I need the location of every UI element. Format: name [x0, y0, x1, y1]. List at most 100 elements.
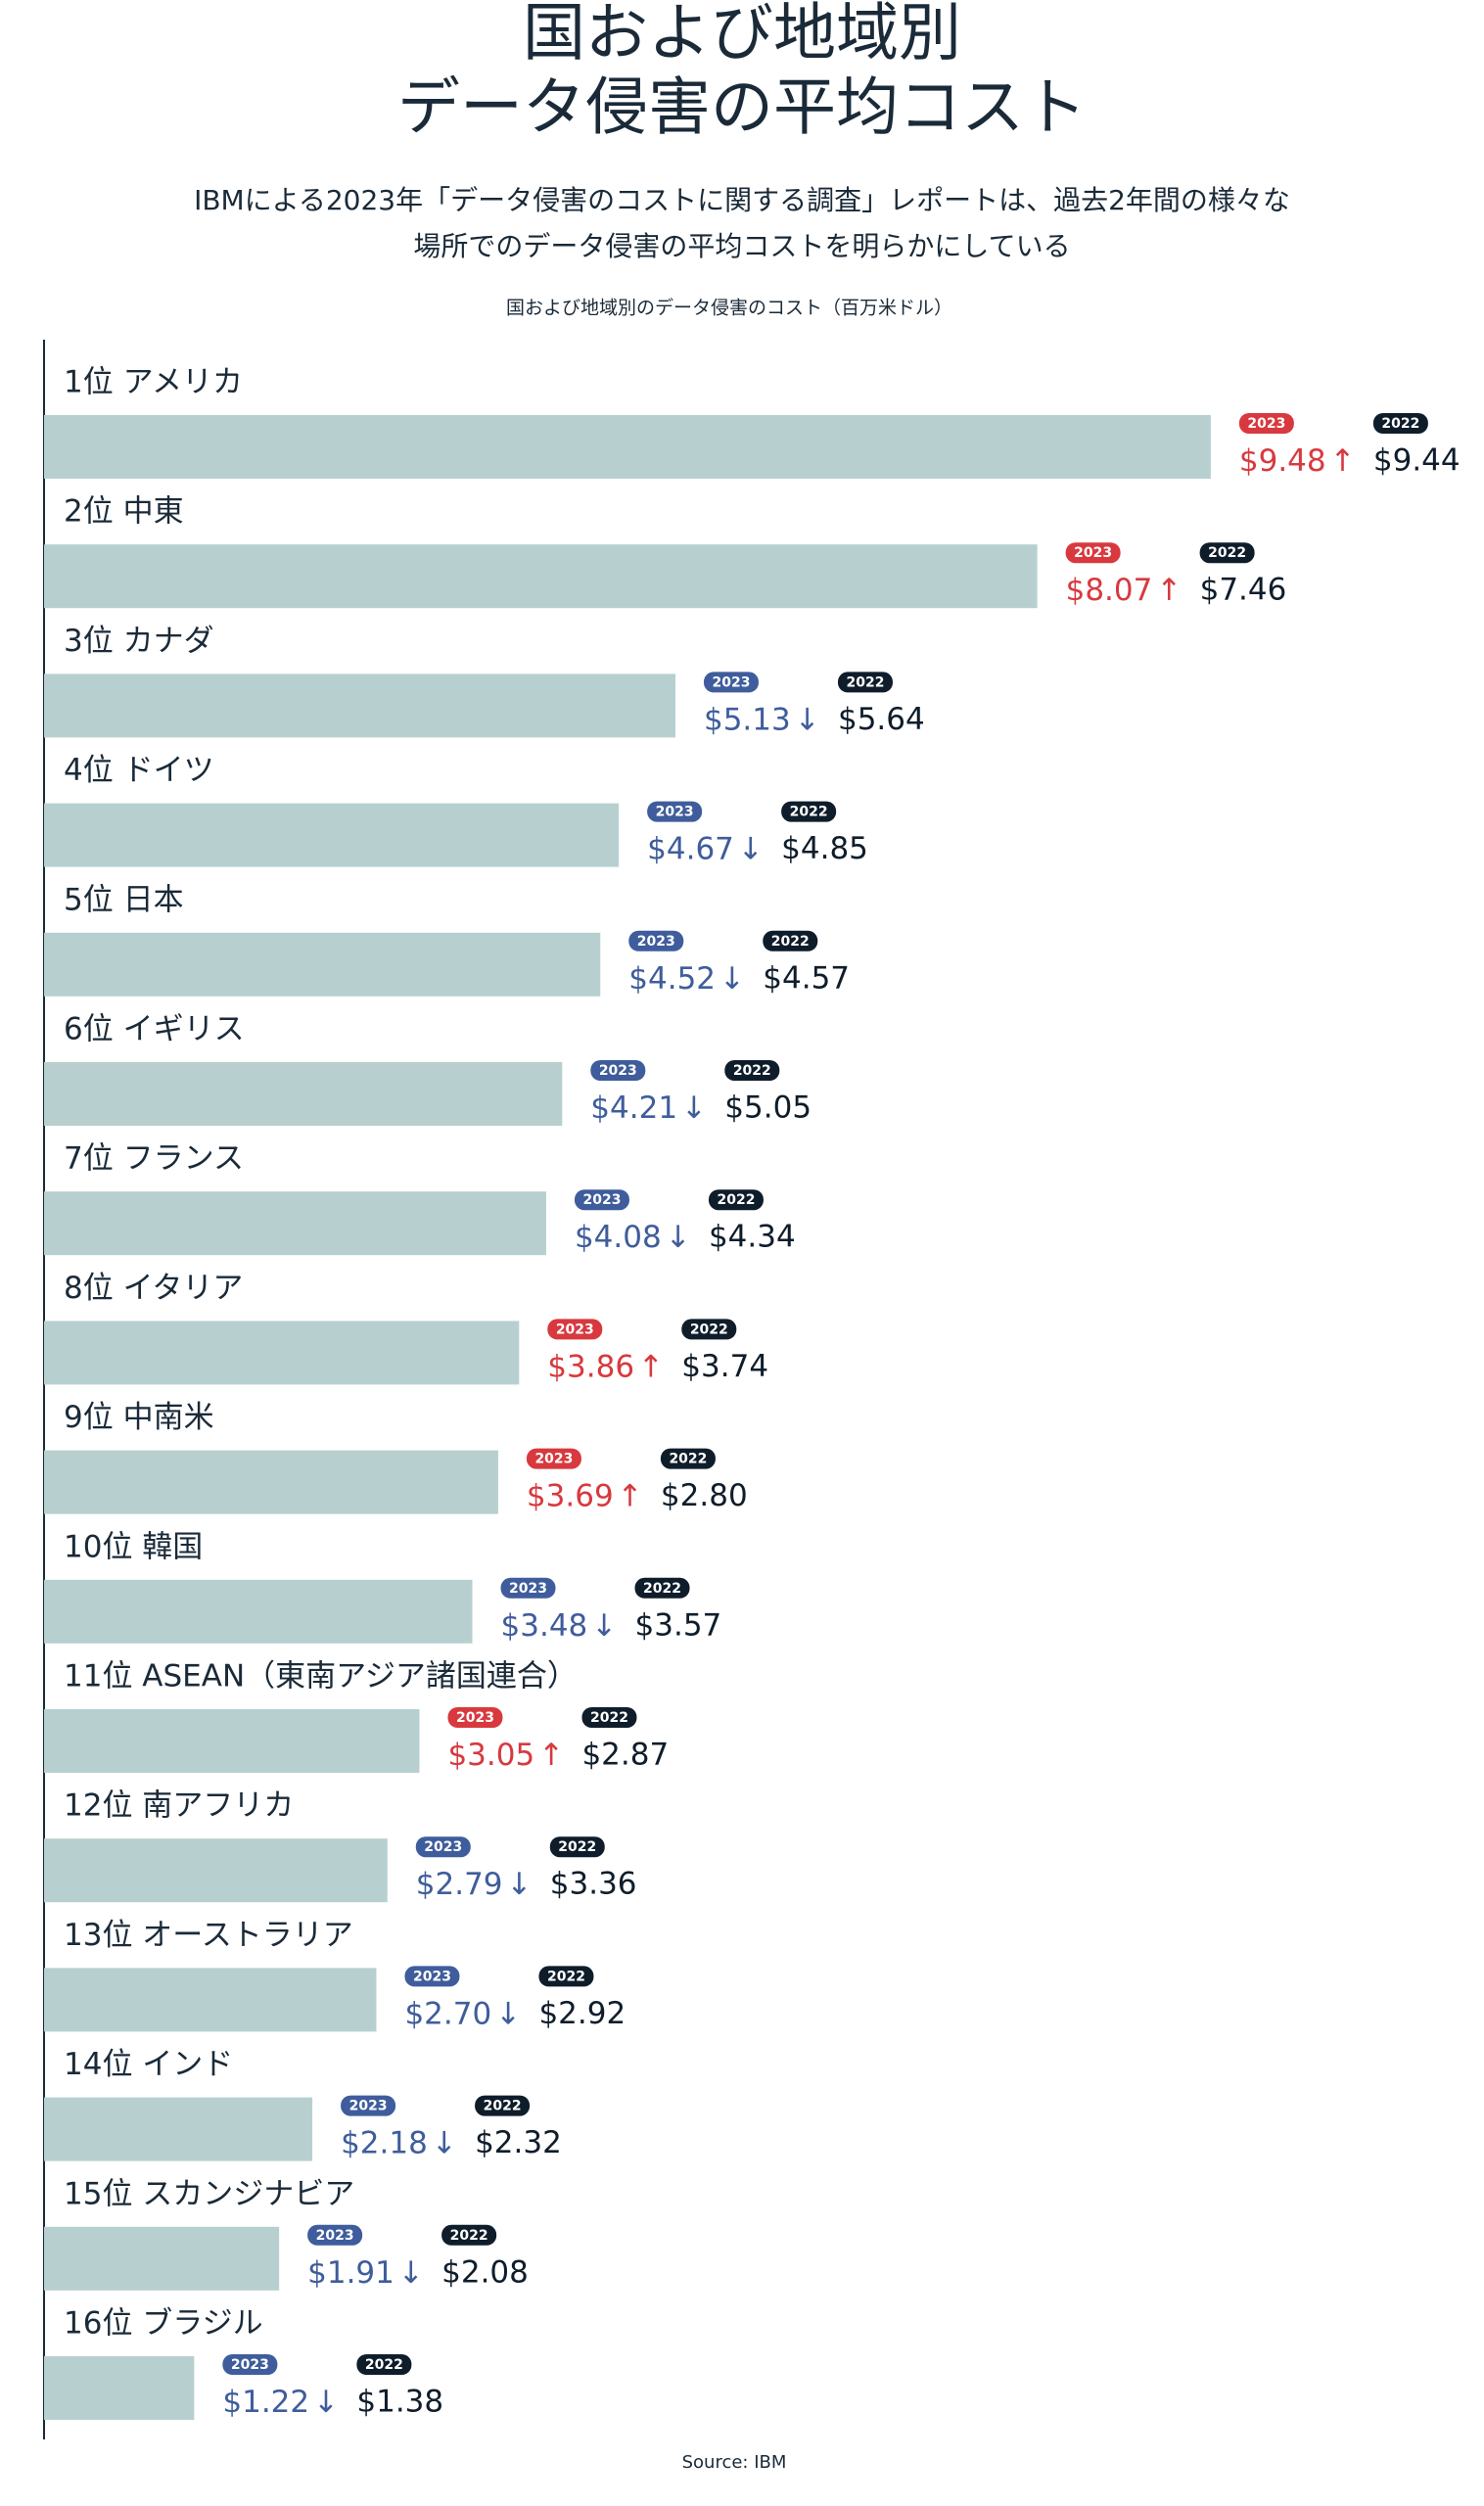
legend-label: 2022 — [558, 1839, 596, 1855]
value-label: $5.13 ↓ — [704, 702, 820, 737]
subtitle: IBMによる2023年「データ侵害のコストに関する調査」レポートは、過去2年間の… — [194, 184, 1290, 216]
legend-label: 2022 — [590, 1710, 628, 1726]
trend-arrow: ↓ — [719, 960, 745, 996]
trend-arrow: ↓ — [795, 702, 820, 737]
legend-badge — [415, 1836, 471, 1858]
legend-label: 2022 — [733, 1063, 771, 1079]
value-text: $3.48 — [501, 1607, 588, 1643]
legend-badge — [1199, 542, 1255, 564]
legend-label: 2022 — [365, 2357, 403, 2373]
category-label: 1位 アメリカ — [64, 365, 243, 400]
axis-label: 国および地域別のデータ侵害のコスト（百万米ドル） — [506, 298, 952, 319]
value-text: $4.21 — [590, 1091, 677, 1126]
category-label: 2位 中東 — [64, 494, 184, 530]
legend-label: 2022 — [1208, 545, 1246, 561]
legend-label: 2022 — [690, 1322, 728, 1337]
category-label: 6位 イギリス — [64, 1012, 245, 1047]
legend-label: 2022 — [846, 674, 884, 690]
legend-label: 2023 — [534, 1452, 573, 1467]
value-text: $8.07 — [1066, 573, 1153, 608]
trend-arrow: ↑ — [1330, 443, 1356, 479]
legend-badge — [547, 1319, 603, 1340]
legend-label: 2022 — [771, 934, 810, 950]
trend-arrow: ↑ — [538, 1738, 564, 1773]
trend-arrow: ↑ — [638, 1349, 664, 1384]
category-label: 4位 ドイツ — [64, 753, 214, 788]
bar — [44, 932, 601, 997]
value-label: $3.86 ↑ — [547, 1349, 664, 1384]
bar — [44, 1321, 520, 1385]
legend-badge — [763, 930, 818, 951]
bar — [44, 1968, 377, 2032]
legend-label: 2022 — [547, 1969, 585, 1984]
value-label: $2.08 — [441, 2254, 529, 2290]
value-text: $4.08 — [575, 1220, 662, 1255]
category-label: 11位 ASEAN（東南アジア諸国連合） — [64, 1659, 578, 1694]
value-label: $1.38 — [356, 2385, 443, 2420]
category-label: 3位 カナダ — [64, 624, 214, 659]
legend-badge — [500, 1577, 556, 1599]
legend-label: 2022 — [643, 1581, 681, 1597]
trend-arrow: ↓ — [398, 2254, 424, 2290]
legend-badge — [634, 1577, 690, 1599]
legend-badge — [837, 672, 893, 693]
legend-badge — [681, 1319, 737, 1340]
bar — [44, 2356, 195, 2420]
value-text: $3.05 — [447, 1738, 534, 1773]
legend-label: 2023 — [231, 2357, 269, 2373]
trend-arrow: ↓ — [591, 1607, 617, 1643]
legend-badge — [447, 1707, 503, 1728]
value-label: $2.80 — [661, 1478, 748, 1513]
value-label: $2.18 ↓ — [341, 2125, 457, 2160]
value-text: $4.52 — [628, 960, 716, 996]
legend-label: 2023 — [556, 1322, 594, 1337]
bar — [44, 673, 675, 738]
category-label: 7位 フランス — [64, 1141, 244, 1177]
trend-arrow: ↓ — [432, 2125, 457, 2160]
legend-label: 2023 — [424, 1839, 462, 1855]
bar — [44, 1191, 546, 1256]
legend-badge — [581, 1707, 637, 1728]
trend-arrow: ↓ — [666, 1220, 691, 1255]
legend-label: 2022 — [717, 1192, 755, 1208]
category-label: 16位 ブラジル — [64, 2306, 263, 2342]
legend-label: 2023 — [316, 2228, 354, 2244]
value-label: $8.07 ↑ — [1066, 573, 1183, 608]
legend-label: 2023 — [456, 1710, 494, 1726]
legend-badge — [724, 1060, 780, 1081]
trend-arrow: ↑ — [1156, 573, 1182, 608]
legend-badge — [647, 801, 703, 822]
legend-badge — [307, 2224, 363, 2246]
trend-arrow: ↓ — [507, 1867, 533, 1902]
value-label: $4.57 — [763, 960, 850, 996]
bar — [44, 1838, 388, 1903]
trend-arrow: ↓ — [313, 2385, 339, 2420]
legend-label: 2022 — [450, 2228, 488, 2244]
bar — [44, 544, 1038, 609]
category-label: 5位 日本 — [64, 882, 184, 917]
value-label: $4.08 ↓ — [575, 1220, 691, 1255]
value-label: $3.74 — [681, 1349, 768, 1384]
legend-badge — [1238, 413, 1294, 434]
bar — [44, 803, 620, 867]
legend-label: 2022 — [669, 1452, 707, 1467]
value-label: $4.67 ↓ — [647, 831, 764, 866]
legend-label: 2023 — [582, 1192, 621, 1208]
bar — [44, 2226, 280, 2291]
category-label: 10位 韓国 — [64, 1529, 203, 1564]
bar — [44, 1450, 498, 1514]
legend-badge — [341, 2095, 396, 2116]
value-label: $5.64 — [838, 702, 925, 737]
legend-label: 2023 — [349, 2099, 388, 2114]
legend-badge — [404, 1966, 460, 1987]
legend-label: 2023 — [712, 674, 750, 690]
legend-label: 2022 — [484, 2099, 522, 2114]
bar — [44, 1709, 420, 1773]
value-label: $1.22 ↓ — [222, 2385, 339, 2420]
category-label: 15位 スカンジナビア — [64, 2176, 354, 2211]
category-label: 12位 南アフリカ — [64, 1788, 294, 1824]
value-label: $3.69 ↑ — [527, 1478, 643, 1513]
bar — [44, 415, 1211, 479]
legend-label: 2023 — [413, 1969, 451, 1984]
legend-badge — [356, 2354, 412, 2375]
